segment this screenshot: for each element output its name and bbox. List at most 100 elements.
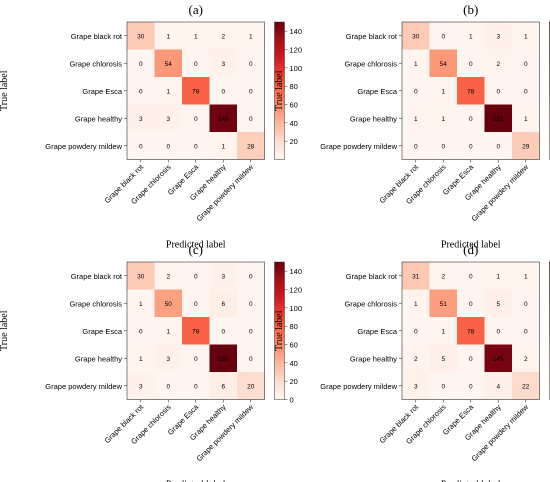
cell-value-label: 0: [414, 143, 418, 150]
matrix-cell: [154, 132, 182, 160]
y-tick-label: Grape Esca: [82, 87, 122, 96]
cell-value-label: 0: [469, 301, 473, 308]
cell-value-label: 0: [194, 116, 198, 123]
matrix-cell: [457, 22, 485, 50]
y-tick-label: Grape powdery mildew: [320, 142, 397, 151]
matrix-cell: [402, 289, 430, 317]
y-tick-label: Grape healthy: [350, 354, 397, 363]
matrix-cell: [484, 372, 512, 400]
cell-value-label: 78: [192, 328, 200, 335]
cell-value-label: 2: [441, 273, 445, 280]
cell-value-label: 1: [414, 61, 418, 68]
cell-value-label: 2: [496, 61, 500, 68]
matrix-cell: [209, 49, 237, 77]
cell-value-label: 78: [192, 88, 200, 95]
matrix-cell: [237, 344, 265, 372]
cell-value-label: 0: [524, 61, 528, 68]
cell-value-label: 0: [441, 143, 445, 150]
cell-value-label: 1: [524, 116, 528, 123]
cell-value-label: 1: [414, 301, 418, 308]
cell-value-label: 30: [412, 33, 420, 40]
matrix-cell: [127, 77, 155, 105]
y-tick-label: Grape chlorosis: [344, 59, 397, 68]
cell-value-label: 0: [249, 116, 253, 123]
matrix-cell: [237, 49, 265, 77]
cell-value-label: 0: [249, 328, 253, 335]
matrix-cell: [182, 49, 210, 77]
cell-value-label: 0: [194, 273, 198, 280]
matrix-cell: [484, 262, 512, 290]
cell-value-label: 0: [194, 383, 198, 390]
cell-value-label: 0: [469, 383, 473, 390]
cell-value-label: 29: [522, 143, 530, 150]
matrix-cell: [402, 317, 430, 345]
cell-value-label: 51: [440, 301, 448, 308]
matrix-cell: [484, 132, 512, 160]
matrix-cell: [429, 132, 457, 160]
y-tick-label: Grape black rot: [346, 272, 398, 281]
y-tick-label: Grape healthy: [350, 114, 397, 123]
cell-value-label: 4: [496, 383, 500, 390]
cell-value-label: 6: [221, 383, 225, 390]
matrix-cell: [484, 77, 512, 105]
matrix-cell: [484, 49, 512, 77]
y-tick-label: Grape healthy: [75, 114, 122, 123]
matrix-cell: [127, 344, 155, 372]
y-axis-label: True label: [0, 310, 10, 351]
colorbar-tick-label: 20: [290, 137, 298, 146]
cell-value-label: 150: [218, 356, 229, 363]
colorbar-tick-label: 120: [290, 286, 303, 295]
cell-value-label: 1: [139, 301, 143, 308]
cell-value-label: 0: [166, 143, 170, 150]
matrix-cell: [154, 104, 182, 132]
cell-value-label: 0: [194, 143, 198, 150]
colorbar-tick-label: 60: [290, 101, 298, 110]
matrix-cell: [209, 132, 237, 160]
matrix-cell: [402, 22, 430, 50]
panel-c: (c)30 2 0 3 01 50 0 6 00 1 78 0 01 3 0 150 03 0 0 6 20Grape …: [0, 242, 302, 482]
matrix-cell: [457, 289, 485, 317]
matrix-cell: [484, 317, 512, 345]
cell-value-label: 0: [139, 143, 143, 150]
cell-value-label: 0: [194, 61, 198, 68]
cell-value-label: 2: [166, 273, 170, 280]
matrix-cell: [429, 262, 457, 290]
cell-value-label: 5: [496, 301, 500, 308]
cell-value-label: 2: [524, 356, 528, 363]
x-axis-label: Predicted label: [166, 240, 226, 251]
matrix-cell: [457, 372, 485, 400]
y-tick-label: Grape black rot: [346, 32, 398, 41]
matrix-cell: [484, 289, 512, 317]
x-axis-label: Predicted label: [441, 240, 501, 251]
matrix-cell: [154, 289, 182, 317]
matrix-cell: [182, 317, 210, 345]
matrix-cell: [429, 317, 457, 345]
colorbar-tick-label: 40: [290, 359, 298, 368]
colorbar-tick-label: 120: [290, 46, 303, 55]
matrix-cell: [429, 77, 457, 105]
matrix-cell: [512, 344, 540, 372]
colorbar-tick-label: 60: [290, 341, 298, 350]
matrix-cell: [127, 49, 155, 77]
cell-value-label: 1: [414, 116, 418, 123]
cell-value-label: 3: [139, 383, 143, 390]
y-tick-label: Grape powdery mildew: [45, 142, 122, 151]
panel-title: (a): [189, 2, 203, 17]
cell-value-label: 22: [522, 383, 530, 390]
cell-value-label: 0: [441, 383, 445, 390]
cell-value-label: 5: [441, 356, 445, 363]
matrix-cell: [429, 289, 457, 317]
cell-value-label: 0: [249, 273, 253, 280]
matrix-cell: [237, 104, 265, 132]
matrix-cell: [402, 262, 430, 290]
matrix-cell: [237, 317, 265, 345]
colorbar-tick-label: 80: [290, 322, 298, 331]
matrix-cell: [457, 344, 485, 372]
matrix-cell: [154, 317, 182, 345]
matrix-cell: [512, 289, 540, 317]
cell-value-label: 3: [496, 33, 500, 40]
panel-title: (c): [189, 242, 203, 257]
y-tick-label: Grape Esca: [357, 87, 397, 96]
colorbar-tick-label: 100: [290, 64, 303, 73]
